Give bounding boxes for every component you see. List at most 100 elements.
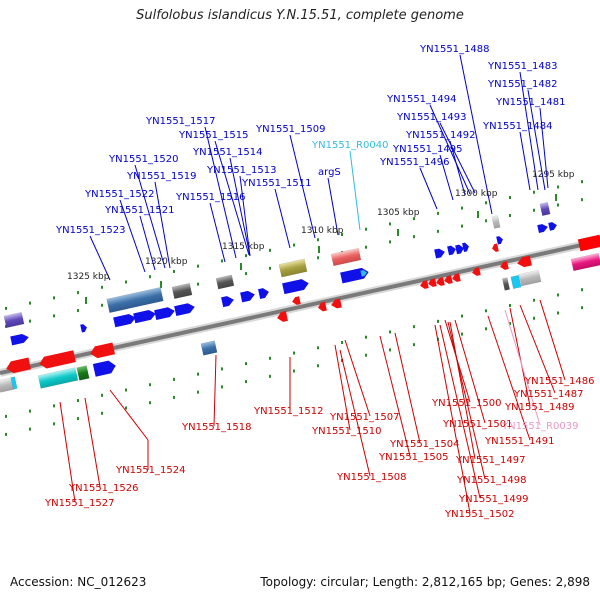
leader-line — [439, 122, 476, 194]
leader-line — [89, 235, 111, 281]
gene-arrow — [133, 310, 156, 324]
scale-tick — [245, 362, 247, 366]
gene-label[interactable]: YN1551_1519 — [126, 171, 197, 182]
forward-gene — [80, 324, 87, 333]
gene-label[interactable]: YN1551_1501 — [442, 419, 513, 430]
scale-tick — [341, 340, 343, 344]
gene-label[interactable]: YN1551_1523 — [55, 225, 126, 236]
scale-tick — [461, 332, 463, 336]
leader-line — [419, 167, 438, 210]
gene-label[interactable]: YN1551_1513 — [206, 165, 277, 176]
gene-label[interactable]: YN1551_1518 — [181, 422, 252, 433]
scale-tick — [581, 288, 583, 292]
scale-tick — [389, 348, 391, 352]
scale-tick — [53, 314, 55, 318]
gene-arrow — [517, 255, 532, 268]
gene-arrow — [500, 261, 509, 270]
gene-label[interactable]: YN1551_1483 — [487, 61, 558, 72]
gene-label[interactable]: YN1551_1511 — [241, 178, 312, 189]
gene-label[interactable]: YN1551_1500 — [431, 398, 502, 409]
scale-tick — [389, 240, 391, 244]
scale-tick — [509, 196, 511, 200]
gene-label[interactable]: YN1551_1510 — [311, 426, 382, 437]
scale-tick — [77, 291, 79, 295]
gene-label[interactable]: YN1551_1522 — [84, 189, 155, 200]
gene-label[interactable]: YN1551_1487 — [513, 389, 584, 400]
gene-label[interactable]: YN1551_1481 — [495, 97, 566, 108]
gene-arrow — [292, 296, 301, 305]
gene-label[interactable]: argS — [318, 167, 341, 178]
reverse-gene — [318, 301, 327, 312]
reverse-gene — [452, 273, 461, 282]
scale-tick — [533, 298, 535, 302]
leader-line — [229, 157, 251, 257]
scale-tick — [389, 222, 391, 226]
gene-label[interactable]: YN1551_1520 — [108, 154, 179, 165]
gene-block — [518, 269, 542, 287]
gene-label[interactable]: YN1551_1505 — [378, 452, 449, 463]
reverse-gene — [331, 298, 342, 309]
leader-line — [394, 332, 421, 444]
gene-arrow — [318, 301, 327, 312]
gene-label[interactable]: YN1551_1507 — [329, 412, 400, 423]
gene-block — [501, 277, 511, 291]
scale-tick — [125, 406, 127, 410]
scale-tick — [29, 427, 31, 431]
scale-tick — [557, 311, 559, 315]
forward-gene — [174, 303, 195, 317]
gene-label[interactable]: YN1551_1504 — [389, 439, 460, 450]
gene-label[interactable]: YN1551_1512 — [253, 406, 324, 417]
gene-label[interactable]: YN1551_1526 — [68, 483, 139, 494]
gene-label[interactable]: YN1551_R0040 — [311, 140, 388, 151]
scale-tick — [173, 395, 175, 399]
leader-line — [449, 321, 476, 460]
scale-tick — [317, 346, 319, 350]
scale-tick — [221, 259, 223, 263]
leader-line — [349, 150, 361, 231]
gene-label[interactable]: YN1551_1482 — [487, 79, 558, 90]
forward-gene — [496, 236, 503, 245]
gene-label[interactable]: YN1551_1516 — [175, 192, 246, 203]
gene-arrow — [174, 303, 195, 317]
gene-label[interactable]: YN1551_1517 — [145, 116, 216, 127]
gene-label[interactable]: YN1551_1515 — [178, 130, 249, 141]
gene-label[interactable]: YN1551_1527 — [44, 498, 115, 509]
gene-label[interactable]: YN1551_1489 — [504, 402, 575, 413]
gene-label[interactable]: YN1551_1509 — [255, 124, 326, 135]
gene-label[interactable]: YN1551_1494 — [386, 94, 457, 105]
scale-tick — [413, 343, 415, 347]
gene-label[interactable]: YN1551_1498 — [456, 475, 527, 486]
leader-line — [59, 401, 76, 503]
scale-tick — [53, 296, 55, 300]
gene-label[interactable]: YN1551_1488 — [419, 44, 490, 55]
gene-label[interactable]: YN1551_1493 — [396, 112, 467, 123]
gene-label[interactable]: YN1551_1521 — [104, 205, 175, 216]
scale-tick — [221, 367, 223, 371]
gene-label[interactable]: YN1551_1514 — [192, 147, 263, 158]
gene-label[interactable]: YN1551_R0039 — [501, 421, 578, 432]
gene-label[interactable]: YN1551_1492 — [405, 130, 476, 141]
forward-gene — [282, 279, 309, 295]
scale-tick — [53, 404, 55, 408]
forward-gene — [133, 310, 156, 324]
gene-label[interactable]: YN1551_1495 — [392, 144, 463, 155]
gene-label[interactable]: YN1551_1484 — [482, 121, 553, 132]
scale-tick — [5, 432, 7, 436]
gene-label[interactable]: YN1551_1499 — [458, 494, 529, 505]
scale-tick — [413, 325, 415, 329]
forward-gene — [434, 248, 445, 259]
gene-label[interactable]: YN1551_1524 — [115, 465, 186, 476]
scale-tick — [437, 229, 439, 233]
gene-block — [76, 365, 90, 381]
gene-label[interactable]: YN1551_1491 — [484, 436, 555, 447]
reverse-gene — [200, 340, 218, 356]
scale-tick — [293, 243, 295, 247]
gene-label[interactable]: YN1551_1508 — [336, 472, 407, 483]
gene-arrow — [340, 267, 369, 284]
gene-label[interactable]: YN1551_1497 — [455, 455, 526, 466]
gene-label[interactable]: YN1551_1496 — [379, 157, 450, 168]
gene-label[interactable]: YN1551_1486 — [524, 376, 595, 387]
label-leader-lines — [59, 54, 566, 514]
gene-label[interactable]: YN1551_1502 — [444, 509, 515, 520]
scale-tick — [533, 190, 535, 194]
